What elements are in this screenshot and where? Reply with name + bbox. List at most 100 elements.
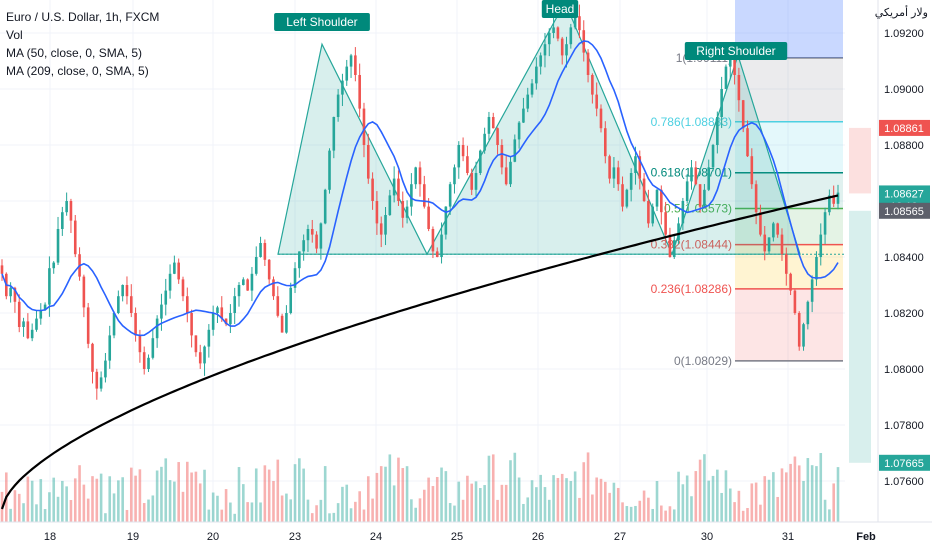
candle-body <box>328 150 331 190</box>
volume-bar <box>664 510 667 522</box>
volume-bar <box>293 464 297 522</box>
volume-bar <box>483 485 486 522</box>
candle-body <box>763 234 767 252</box>
candle-body <box>43 304 47 311</box>
volume-bar <box>832 483 835 522</box>
candle-body <box>513 139 517 162</box>
candle-body <box>810 279 814 302</box>
pattern-label-box <box>684 42 788 60</box>
candle-body <box>750 156 754 185</box>
volume-bar <box>104 513 107 522</box>
candle-body <box>95 371 99 389</box>
volume-bar <box>276 459 280 522</box>
candle-body <box>336 94 340 117</box>
candle-body <box>733 55 736 75</box>
volume-bar <box>48 492 51 522</box>
candle-body <box>276 296 280 316</box>
candle-body <box>655 189 659 207</box>
candle-body <box>259 243 262 257</box>
legend-ma50[interactable]: MA (50, close, 0, SMA, 5) <box>6 46 143 60</box>
candle-body <box>789 273 792 291</box>
volume-bar <box>418 498 422 522</box>
candle-body <box>457 145 461 168</box>
candle-body <box>168 273 172 291</box>
legend-volume[interactable]: Vol <box>6 28 23 42</box>
volume-bar <box>401 468 405 522</box>
volume-bar <box>599 478 603 522</box>
candle-body <box>711 145 715 168</box>
candle-body <box>254 257 258 274</box>
candle-body <box>229 313 232 325</box>
volume-bar <box>621 502 624 522</box>
volume-bar <box>224 489 228 522</box>
candle-body <box>0 265 4 274</box>
candle-body <box>181 279 185 297</box>
candle-body <box>69 201 73 221</box>
volume-bar <box>625 506 629 522</box>
candle-body <box>349 55 353 67</box>
legend-ma209[interactable]: MA (209, close, 0, SMA, 5) <box>6 64 149 78</box>
candle-body <box>272 279 275 297</box>
candle-body <box>621 184 624 207</box>
volume-bar <box>198 483 202 522</box>
candle-body <box>151 338 155 358</box>
price-tick-label: 1.08200 <box>884 308 924 320</box>
candle-body <box>690 167 693 182</box>
time-tick-label: 31 <box>782 531 794 543</box>
candle-body <box>366 145 370 179</box>
volume-bar <box>78 465 81 522</box>
candle-body <box>246 279 249 291</box>
volume-bar <box>246 502 249 522</box>
volume-bar <box>371 498 374 522</box>
volume-bar <box>500 484 504 522</box>
volume-bar <box>642 490 646 522</box>
time-tick-label: 30 <box>701 531 713 543</box>
volume-bar <box>750 483 754 522</box>
legend-symbol[interactable]: Euro / U.S. Dollar, 1h, FXCM <box>6 10 160 24</box>
candle-body <box>237 285 241 297</box>
candle-body <box>685 181 689 201</box>
pattern-label-box <box>541 0 579 18</box>
candle-body <box>224 318 228 325</box>
volume-bar <box>349 508 353 522</box>
volume-bar <box>720 492 723 522</box>
candle-body <box>453 167 456 185</box>
candle-body <box>517 122 521 140</box>
volume-bar <box>479 488 482 522</box>
volume-bar <box>181 491 185 522</box>
volume-bar <box>582 462 586 522</box>
volume-bar <box>423 489 426 522</box>
candle-body <box>707 167 711 190</box>
candle-body <box>293 268 297 288</box>
volume-bar <box>586 452 590 522</box>
volume-bar <box>694 471 698 522</box>
volume-bar <box>336 503 340 522</box>
time-tick-label: 20 <box>207 531 219 543</box>
candle-body <box>642 178 646 201</box>
volume-bar <box>155 470 159 522</box>
volume-bar <box>728 488 732 522</box>
volume-bar <box>207 509 211 522</box>
candle-body <box>448 184 452 207</box>
time-tick-label: 19 <box>127 531 139 543</box>
volume-bar <box>375 472 379 522</box>
volume-bar <box>125 509 129 522</box>
candle-body <box>543 44 547 56</box>
candle-body <box>61 212 64 229</box>
candle-body <box>535 66 538 84</box>
volume-bar <box>95 478 99 522</box>
candle-body <box>578 16 581 31</box>
volume-bar <box>629 506 633 522</box>
volume-bar <box>194 471 198 522</box>
candle-body <box>418 167 422 185</box>
candle-body <box>414 167 417 185</box>
volume-bar <box>298 458 301 522</box>
volume-bar <box>173 481 176 522</box>
pattern-label: Left Shoulder <box>286 15 357 29</box>
candle-body <box>802 324 805 347</box>
fib-zone <box>735 288 843 361</box>
volume-bar <box>164 458 168 522</box>
volume-bar <box>703 454 706 522</box>
time-tick-label: 18 <box>44 531 56 543</box>
